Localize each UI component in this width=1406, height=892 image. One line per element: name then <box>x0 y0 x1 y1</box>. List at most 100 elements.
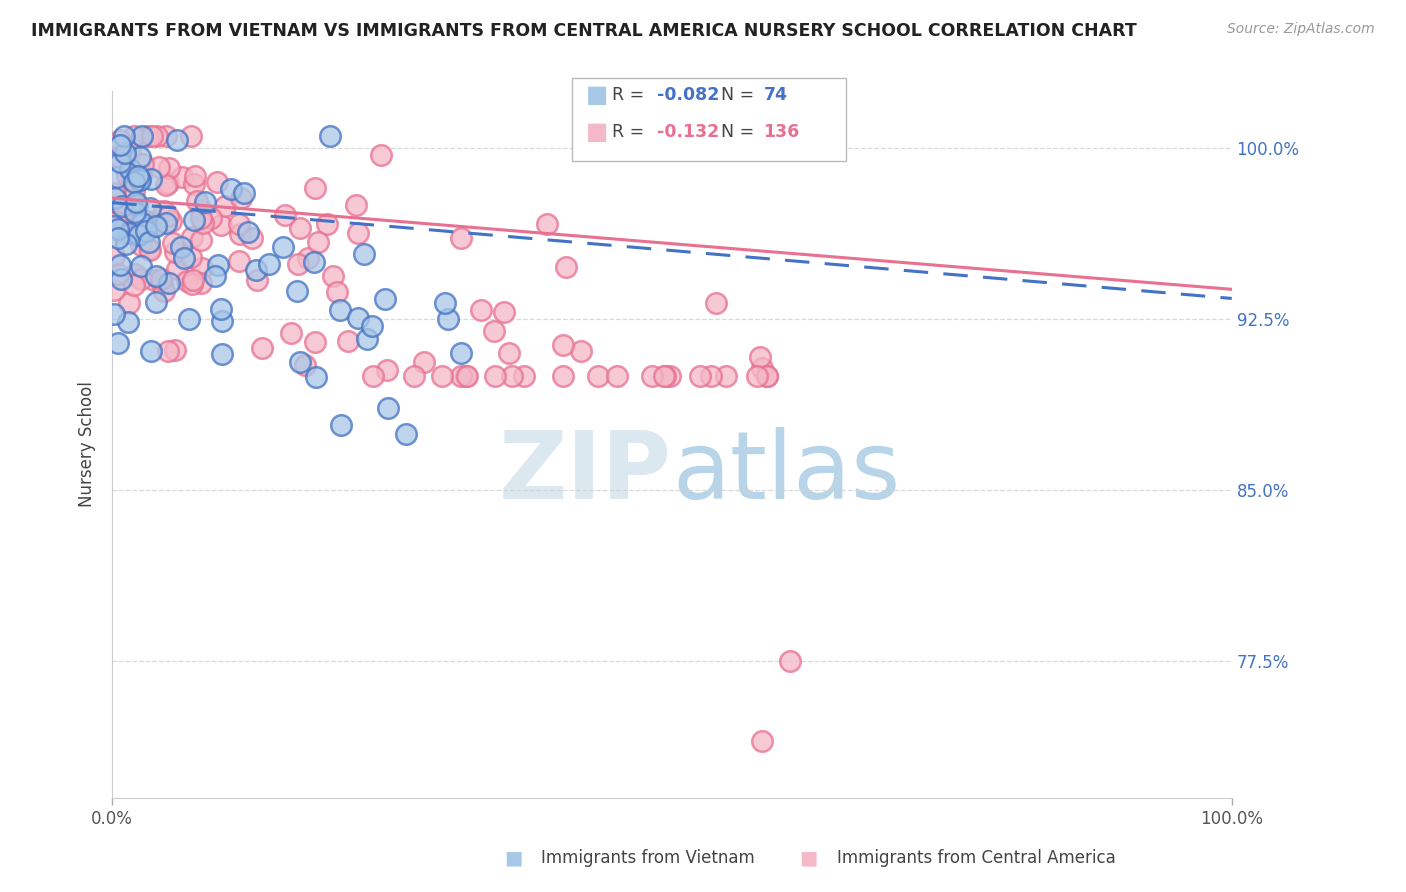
Point <box>129 272 152 286</box>
Point <box>103 283 125 297</box>
Point <box>179 312 201 326</box>
Point <box>190 233 212 247</box>
Point <box>304 335 326 350</box>
Point <box>134 219 156 233</box>
Point <box>329 418 352 433</box>
Text: ■: ■ <box>503 848 523 868</box>
Point <box>104 186 127 200</box>
Point <box>111 199 134 213</box>
Point <box>107 221 129 235</box>
Point <box>180 250 202 264</box>
Point <box>194 195 217 210</box>
Point <box>163 245 186 260</box>
Point <box>751 361 773 376</box>
Point <box>294 358 316 372</box>
Point <box>641 369 664 384</box>
Point <box>124 277 146 292</box>
Point <box>209 302 232 317</box>
Point <box>105 170 128 185</box>
Point <box>412 355 434 369</box>
Text: ■: ■ <box>799 848 818 868</box>
Point <box>252 341 274 355</box>
Point <box>484 369 506 384</box>
Point <box>156 209 179 223</box>
Point <box>704 296 727 310</box>
Point <box>190 261 212 276</box>
Point <box>129 260 152 274</box>
Point <box>536 217 558 231</box>
Point <box>456 369 478 384</box>
Point <box>336 334 359 349</box>
Point <box>103 211 125 226</box>
Point <box>114 146 136 161</box>
Point <box>111 209 134 223</box>
Point <box>204 268 226 283</box>
Point <box>153 284 176 298</box>
Text: atlas: atlas <box>672 426 900 519</box>
Point <box>110 272 132 286</box>
Point <box>748 350 770 364</box>
Y-axis label: Nursery School: Nursery School <box>79 382 96 508</box>
Point <box>157 161 180 175</box>
Point <box>209 218 232 232</box>
Point <box>155 178 177 192</box>
Point <box>124 204 146 219</box>
Point <box>129 169 152 183</box>
Point <box>139 243 162 257</box>
Point <box>136 129 159 144</box>
Point <box>297 251 319 265</box>
Point <box>714 369 737 384</box>
Point <box>131 129 153 144</box>
Point <box>395 426 418 441</box>
Point <box>135 224 157 238</box>
Point <box>160 214 183 228</box>
Point <box>157 176 180 190</box>
Point <box>433 295 456 310</box>
Point <box>370 148 392 162</box>
Point <box>118 161 141 176</box>
Point <box>172 170 194 185</box>
Point <box>307 235 329 250</box>
Point <box>191 216 214 230</box>
Point <box>280 326 302 340</box>
Point <box>245 262 267 277</box>
Point <box>166 133 188 147</box>
Text: R =: R = <box>612 123 644 141</box>
Point <box>238 225 260 239</box>
Point <box>316 218 339 232</box>
Text: 74: 74 <box>763 87 787 104</box>
Point <box>326 285 349 299</box>
Text: Immigrants from Vietnam: Immigrants from Vietnam <box>541 849 755 867</box>
Point <box>356 333 378 347</box>
Point <box>124 267 146 281</box>
Point <box>318 129 340 144</box>
Point <box>117 226 139 240</box>
Point <box>142 273 165 287</box>
Text: -0.132: -0.132 <box>657 123 718 141</box>
Point <box>186 194 208 208</box>
Point <box>148 161 170 175</box>
Point <box>751 734 773 748</box>
Point <box>162 235 184 250</box>
Point <box>107 199 129 213</box>
Point <box>150 272 173 286</box>
Point <box>103 249 125 263</box>
Point <box>180 230 202 244</box>
Point <box>115 226 138 240</box>
Point <box>658 369 681 384</box>
Point <box>756 369 779 384</box>
Point <box>139 201 162 215</box>
Text: Immigrants from Central America: Immigrants from Central America <box>837 849 1115 867</box>
Point <box>124 226 146 240</box>
Point <box>114 218 136 232</box>
Point <box>131 216 153 230</box>
Point <box>228 253 250 268</box>
Point <box>111 226 134 240</box>
Text: ■: ■ <box>586 120 609 144</box>
Point <box>745 369 768 384</box>
Point <box>157 276 180 290</box>
Point <box>229 227 252 241</box>
Point <box>108 155 131 169</box>
Point <box>127 169 149 183</box>
Point <box>470 303 492 318</box>
